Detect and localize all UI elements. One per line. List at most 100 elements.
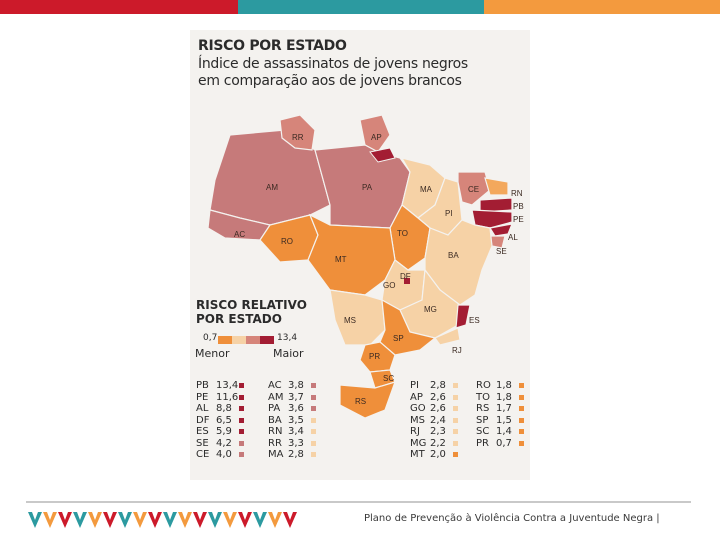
- logo-chevron: [133, 512, 147, 528]
- legend-column-1: PB 13,4 PE 11,6 AL 8,8 DF 6,5 ES 5,9 SE 4,2 CE 4,0: [196, 380, 244, 461]
- legend-row: SP 1,5: [476, 415, 524, 427]
- footer-divider: [26, 501, 691, 503]
- legend-state-code: PI: [410, 380, 419, 392]
- subtitle-line-2: em comparação aos de jovens brancos: [198, 73, 462, 89]
- legend-state-code: AL: [196, 403, 209, 415]
- legend-state-code: SE: [196, 437, 209, 449]
- legend-state-value: 3,3: [288, 437, 304, 449]
- legend-state-value: 13,4: [216, 380, 239, 392]
- legend-state-value: 4,0: [216, 449, 232, 461]
- state-mt: [307, 213, 396, 296]
- map-label-rj: RJ: [452, 346, 462, 355]
- legend-state-value: 0,7: [496, 437, 512, 449]
- state-pe: [471, 209, 513, 229]
- legend-row: PB 13,4: [196, 380, 244, 392]
- state-rj: [434, 327, 461, 346]
- legend-state-value: 3,4: [288, 426, 304, 438]
- relative-risk-title: RISCO RELATIVO POR ESTADO: [196, 298, 307, 326]
- subtitle-line-1: Índice de assassinatos de jovens negros: [198, 56, 468, 72]
- legend-swatch: [519, 417, 524, 423]
- map-label-se: SE: [496, 247, 507, 256]
- scale-swatch-1: [218, 336, 232, 344]
- logo-chevron: [283, 512, 297, 528]
- legend-state-value: 3,8: [288, 380, 304, 392]
- infographic-subtitle: Índice de assassinatos de jovens negros …: [198, 56, 468, 90]
- legend-row: RR 3,3: [268, 438, 316, 450]
- legend-row: PI 2,8: [410, 380, 458, 392]
- map-label-am: AM: [266, 183, 278, 192]
- state-al: [489, 223, 513, 237]
- legend-state-code: AC: [268, 380, 282, 392]
- map-label-ma: MA: [420, 185, 433, 194]
- state-pa-island: [369, 147, 396, 163]
- legend-state-code: SP: [476, 414, 489, 426]
- legend-state-value: 1,5: [496, 414, 512, 426]
- legend-swatch: [453, 406, 458, 412]
- top-bar-red: [0, 0, 238, 14]
- legend-column-2: AC 3,8 AM 3,7 PA 3,6 BA 3,5 RN 3,4 RR 3,3 MA 2,8: [268, 380, 316, 461]
- scale-swatch-3: [246, 336, 260, 344]
- legend-row: GO 2,6: [410, 403, 458, 415]
- logo-chevron: [103, 512, 117, 528]
- legend-state-code: BA: [268, 414, 282, 426]
- map-label-ap: AP: [371, 133, 382, 142]
- map-label-sp: SP: [393, 334, 404, 343]
- map-label-ac: AC: [234, 230, 245, 239]
- legend-state-code: PA: [268, 403, 281, 415]
- legend-swatch: [519, 383, 524, 389]
- legend-row: SE 4,2: [196, 438, 244, 450]
- scale-max-value: 13,4: [277, 333, 298, 343]
- legend-row: AM 3,7: [268, 392, 316, 404]
- legend-row: BA 3,5: [268, 415, 316, 427]
- map-label-ba: BA: [448, 251, 459, 260]
- legend-state-code: CE: [196, 449, 210, 461]
- legend-state-code: ES: [196, 426, 209, 438]
- map-label-pb: PB: [513, 202, 524, 211]
- legend-row: MG 2,2: [410, 438, 458, 450]
- legend-state-code: PB: [196, 380, 209, 392]
- legend-swatch: [311, 440, 316, 446]
- legend-state-code: RN: [268, 426, 283, 438]
- legend-state-value: 3,6: [288, 403, 304, 415]
- map-label-al: AL: [508, 233, 518, 242]
- legend-state-value: 6,5: [216, 414, 232, 426]
- map-label-ms: MS: [344, 316, 356, 325]
- legend-state-code: GO: [410, 403, 426, 415]
- logo-chevron: [193, 512, 207, 528]
- legend-row: SC 1,4: [476, 426, 524, 438]
- logo-chevron: [238, 512, 252, 528]
- state-rn: [484, 177, 509, 196]
- logo-chevron: [163, 512, 177, 528]
- state-df: [404, 278, 410, 284]
- legend-state-value: 1,8: [496, 391, 512, 403]
- map-label-sc: SC: [383, 374, 394, 383]
- scale-swatch-4: [260, 336, 274, 344]
- legend-column-3: PI 2,8 AP 2,6 GO 2,6 MS 2,4 RJ 2,3 MG 2,2 MT 2,0: [410, 380, 458, 461]
- infographic-title: RISCO POR ESTADO: [198, 38, 347, 54]
- top-color-bar: [0, 0, 720, 14]
- legend-row: RS 1,7: [476, 403, 524, 415]
- map-label-mt: MT: [335, 255, 347, 264]
- relative-risk-title-line-2: POR ESTADO: [196, 312, 282, 326]
- legend-row: MT 2,0: [410, 449, 458, 461]
- legend-row: PA 3,6: [268, 403, 316, 415]
- legend-state-code: RS: [476, 403, 490, 415]
- legend-row: ES 5,9: [196, 426, 244, 438]
- legend-row: AC 3,8: [268, 380, 316, 392]
- map-label-pa: PA: [362, 183, 373, 192]
- map-label-go: GO: [383, 281, 395, 290]
- map-label-rr: RR: [292, 133, 304, 142]
- legend-state-code: MG: [410, 437, 427, 449]
- legend-swatch: [239, 440, 244, 446]
- legend-state-value: 2,8: [430, 380, 446, 392]
- legend-state-value: 1,4: [496, 426, 512, 438]
- legend-state-code: TO: [476, 391, 490, 403]
- color-scale-bar: [218, 336, 274, 344]
- top-bar-teal: [238, 0, 484, 14]
- footer-text: Plano de Prevenção à Violência Contra a …: [364, 513, 660, 524]
- logo-chevron: [118, 512, 132, 528]
- map-label-pe: PE: [513, 215, 524, 224]
- map-label-pr: PR: [369, 352, 380, 361]
- map-label-rn: RN: [511, 189, 523, 198]
- legend-state-value: 2,3: [430, 426, 446, 438]
